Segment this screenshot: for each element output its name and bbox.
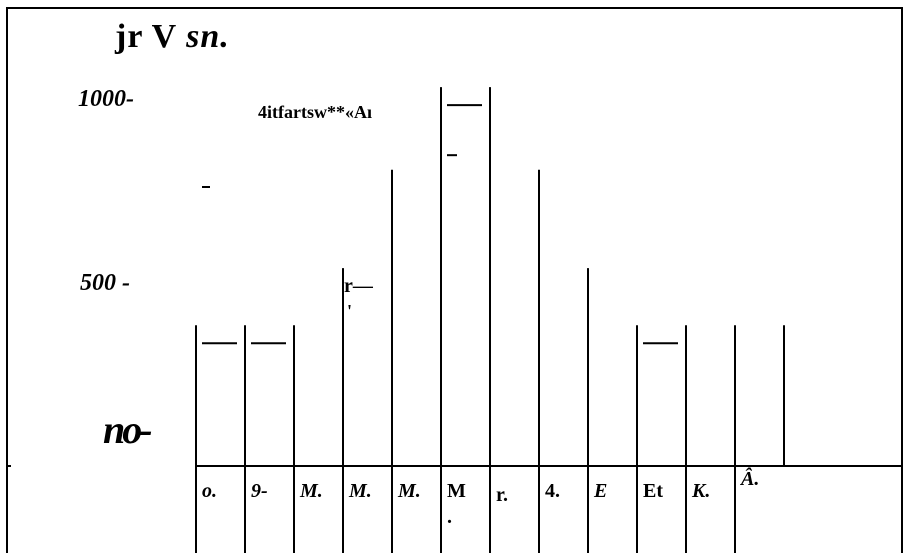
x-tick-label: 9- — [251, 480, 268, 502]
x-tick-label: M. — [299, 480, 323, 502]
chart-title-part-1: jr V — [115, 18, 187, 55]
bar — [636, 325, 678, 553]
x-tick-label: r. — [496, 484, 508, 506]
chart-frame — [6, 7, 903, 553]
chart-title-part-2: sn. — [186, 18, 230, 55]
y-tick-label-low: no- — [103, 407, 153, 452]
bar — [440, 87, 482, 553]
x-tick-label: K. — [691, 480, 710, 502]
x-tick-label: M. — [447, 480, 466, 528]
annotation-dash — [202, 186, 210, 188]
chart-annotation: 4itfartsw**«Aı — [258, 102, 372, 122]
y-tick-label-500: 500 - — [80, 270, 130, 296]
x-tick-label: Et — [643, 480, 663, 502]
y-tick-label-1000: 1000- — [78, 86, 134, 112]
y-axis-tick — [6, 465, 11, 467]
x-tick-label: M. — [348, 480, 372, 502]
x-tick-label: Â. — [739, 466, 759, 490]
bar-annotation-r: r— — [344, 275, 373, 297]
bar-annotation-tick: ' — [347, 301, 353, 321]
bar — [244, 325, 286, 553]
x-tick-label: E — [593, 480, 607, 502]
bar — [195, 325, 237, 553]
chart-title: jr V sn. — [115, 18, 230, 56]
x-tick-label: M. — [397, 480, 421, 502]
x-tick-label: o. — [202, 480, 217, 502]
x-tick-label: 4. — [545, 480, 560, 502]
x-axis-line — [196, 465, 903, 467]
